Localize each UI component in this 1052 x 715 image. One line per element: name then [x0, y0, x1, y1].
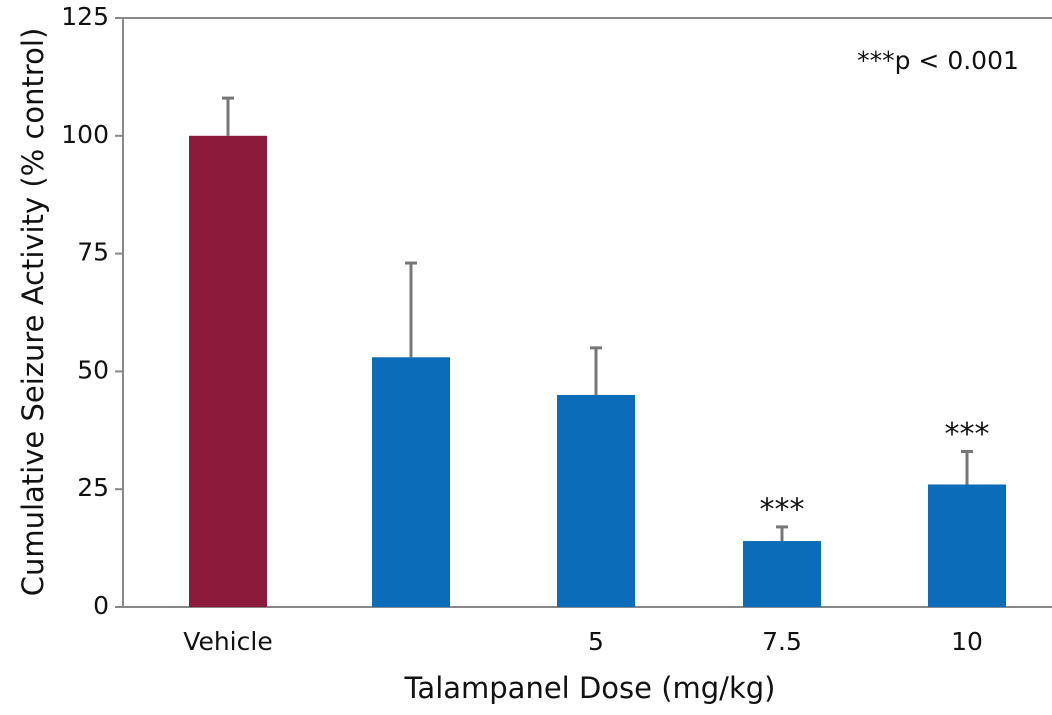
annotation: ***p < 0.001	[857, 46, 1019, 75]
x-tick-label: 10	[951, 627, 983, 656]
y-tick-label: 50	[77, 355, 109, 384]
y-tick-label: 75	[77, 238, 109, 267]
y-tick-label: 25	[77, 473, 109, 502]
y-axis-label: Cumulative Seizure Activity (% control)	[16, 28, 50, 597]
x-tick-label: 7.5	[762, 627, 802, 656]
x-tick-label: Vehicle	[183, 627, 272, 656]
bar	[928, 484, 1006, 607]
bar	[372, 357, 450, 607]
bar	[743, 541, 821, 607]
bar	[189, 135, 267, 608]
y-tick-label: 0	[93, 591, 109, 620]
bar	[557, 394, 635, 607]
y-tick-label: 125	[61, 2, 109, 31]
x-tick-label: 5	[588, 627, 604, 656]
x-axis-label: Talampanel Dose (mg/kg)	[404, 671, 776, 705]
significance-marker: ***	[945, 417, 990, 452]
y-tick-label: 100	[61, 120, 109, 149]
significance-marker: ***	[760, 492, 805, 527]
